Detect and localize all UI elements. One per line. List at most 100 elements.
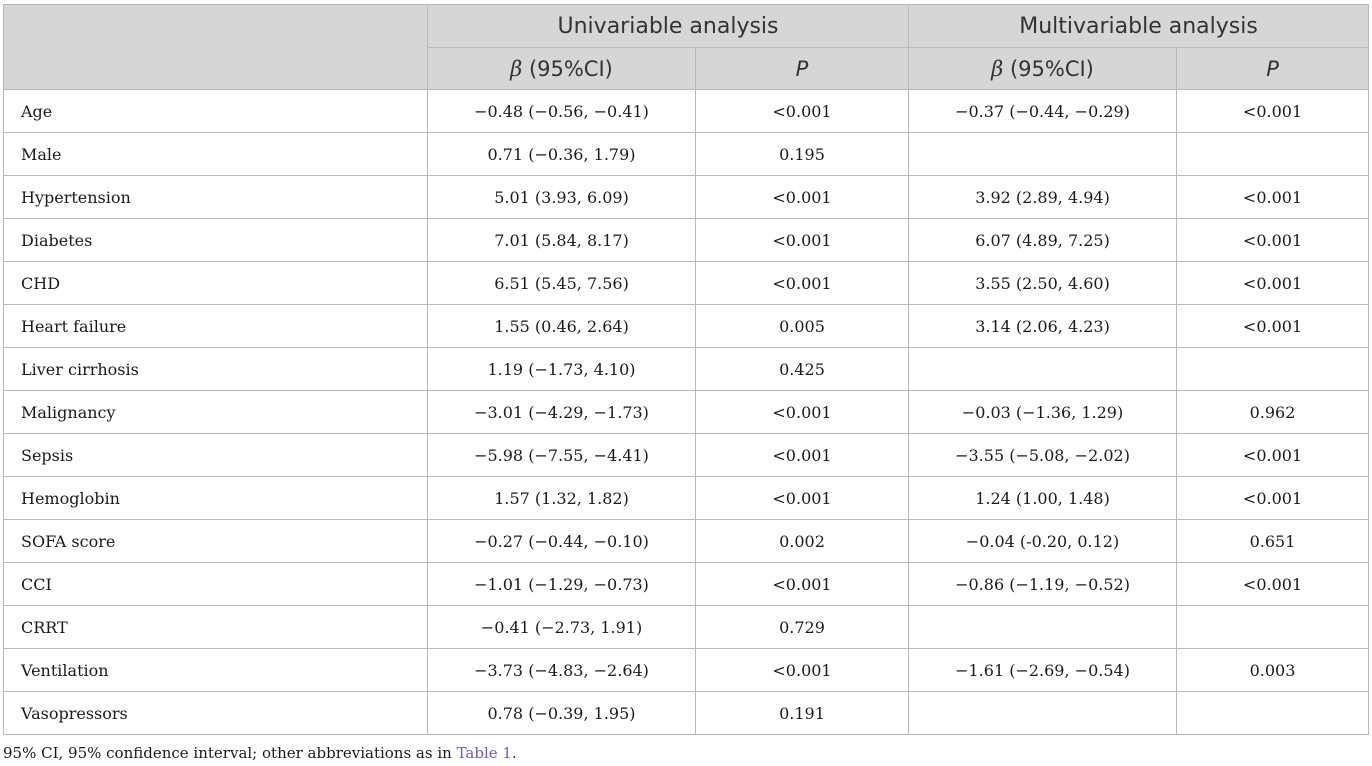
table-row: Hypertension 5.01 (3.93, 6.09) <0.001 3.92 …	[3, 175, 1370, 219]
cell-multivariable-beta	[908, 132, 1178, 176]
cell-multivariable-beta: 3.14 (2.06, 4.23)	[908, 304, 1178, 348]
cell-multivariable-beta: 3.92 (2.89, 4.94)	[908, 175, 1178, 219]
cell-univariable-beta: −5.98 (−7.55, −4.41)	[427, 433, 696, 477]
header-row-columns: β (95%CI) P β (95%CI) P	[4, 47, 1370, 90]
cell-multivariable-beta: −0.04 (-0.20, 0.12)	[908, 519, 1178, 563]
header-univariable-beta: β (95%CI)	[427, 47, 696, 90]
cell-univariable-p: <0.001	[694, 562, 910, 606]
p-label: P	[795, 56, 809, 81]
cell-variable: CRRT	[3, 605, 428, 649]
cell-variable: Ventilation	[3, 648, 428, 692]
cell-multivariable-p: 0.962	[1176, 390, 1370, 434]
table-footnote: 95% CI, 95% confidence interval; other a…	[3, 744, 517, 762]
cell-univariable-beta: −3.73 (−4.83, −2.64)	[427, 648, 696, 692]
cell-variable: SOFA score	[3, 519, 428, 563]
cell-multivariable-beta	[908, 347, 1178, 391]
cell-univariable-beta: 7.01 (5.84, 8.17)	[427, 218, 696, 262]
cell-multivariable-p	[1176, 347, 1370, 391]
ci-label: (95%CI)	[1003, 56, 1094, 81]
table-row: Ventilation −3.73 (−4.83, −2.64) <0.001 −1.…	[3, 648, 1370, 692]
header-variable-blank	[3, 4, 428, 90]
table-row: CRRT −0.41 (−2.73, 1.91) 0.729	[3, 605, 1370, 649]
cell-multivariable-beta: 3.55 (2.50, 4.60)	[908, 261, 1178, 305]
cell-univariable-beta: −0.48 (−0.56, −0.41)	[427, 89, 696, 133]
table-1-link[interactable]: Table 1	[456, 744, 512, 762]
beta-symbol: β	[510, 56, 523, 81]
cell-multivariable-p: <0.001	[1176, 175, 1370, 219]
cell-variable: CCI	[3, 562, 428, 606]
cell-univariable-p: <0.001	[694, 261, 910, 305]
cell-univariable-p: <0.001	[694, 89, 910, 133]
cell-variable: Malignancy	[3, 390, 428, 434]
cell-multivariable-beta: −0.86 (−1.19, −0.52)	[908, 562, 1178, 606]
cell-multivariable-beta: −0.37 (−0.44, −0.29)	[908, 89, 1178, 133]
cell-multivariable-p: 0.651	[1176, 519, 1370, 563]
cell-univariable-p: 0.002	[694, 519, 910, 563]
footnote-text: 95% CI, 95% confidence interval; other a…	[3, 744, 457, 762]
cell-multivariable-beta: −1.61 (−2.69, −0.54)	[908, 648, 1178, 692]
regression-results-table: Univariable analysis Multivariable analy…	[3, 4, 1370, 735]
cell-multivariable-p: <0.001	[1176, 304, 1370, 348]
p-label: P	[1266, 56, 1279, 81]
header-multivariable-beta: β (95%CI)	[908, 47, 1178, 90]
cell-univariable-p: <0.001	[694, 433, 910, 477]
ci-label: (95%CI)	[522, 56, 613, 81]
table-row: Liver cirrhosis 1.19 (−1.73, 4.10) 0.425	[3, 347, 1370, 391]
cell-univariable-beta: 1.55 (0.46, 2.64)	[427, 304, 696, 348]
table-row: CCI −1.01 (−1.29, −0.73) <0.001 −0.86 (−1.1…	[3, 562, 1370, 606]
table-row: CHD 6.51 (5.45, 7.56) <0.001 3.55 (2.50, 4.…	[3, 261, 1370, 305]
cell-variable: CHD	[3, 261, 428, 305]
cell-multivariable-p: 0.003	[1176, 648, 1370, 692]
table-row: Age −0.48 (−0.56, −0.41) <0.001 −0.37 (−0.4…	[3, 89, 1370, 133]
cell-univariable-beta: 6.51 (5.45, 7.56)	[427, 261, 696, 305]
cell-variable: Liver cirrhosis	[3, 347, 428, 391]
cell-multivariable-p	[1176, 691, 1370, 735]
cell-univariable-p: 0.005	[694, 304, 910, 348]
header-multivariable-p: P	[1176, 47, 1370, 90]
table-row: Male 0.71 (−0.36, 1.79) 0.195	[3, 132, 1370, 176]
cell-multivariable-beta: −3.55 (−5.08, −2.02)	[908, 433, 1178, 477]
cell-multivariable-p: <0.001	[1176, 218, 1370, 262]
table-row: Malignancy −3.01 (−4.29, −1.73) <0.001 −0.0…	[3, 390, 1370, 434]
cell-multivariable-p	[1176, 132, 1370, 176]
cell-multivariable-beta: −0.03 (−1.36, 1.29)	[908, 390, 1178, 434]
cell-univariable-p: 0.195	[694, 132, 910, 176]
header-univariable-p: P	[694, 47, 910, 90]
table-row: Hemoglobin 1.57 (1.32, 1.82) <0.001 1.24 (1…	[3, 476, 1370, 520]
cell-univariable-beta: −0.41 (−2.73, 1.91)	[427, 605, 696, 649]
cell-multivariable-p	[1176, 605, 1370, 649]
table-row: Diabetes 7.01 (5.84, 8.17) <0.001 6.07 (4.8…	[3, 218, 1370, 262]
cell-multivariable-beta	[908, 605, 1178, 649]
table-body: Age −0.48 (−0.56, −0.41) <0.001 −0.37 (−0.4…	[3, 89, 1370, 735]
table-row: Sepsis −5.98 (−7.55, −4.41) <0.001 −3.55 (−…	[3, 433, 1370, 477]
cell-univariable-p: 0.425	[694, 347, 910, 391]
cell-variable: Hemoglobin	[3, 476, 428, 520]
cell-variable: Heart failure	[3, 304, 428, 348]
cell-univariable-p: 0.729	[694, 605, 910, 649]
footnote-end: .	[511, 744, 517, 762]
cell-variable: Diabetes	[3, 218, 428, 262]
cell-multivariable-p: <0.001	[1176, 433, 1370, 477]
cell-univariable-beta: −3.01 (−4.29, −1.73)	[427, 390, 696, 434]
cell-univariable-beta: 5.01 (3.93, 6.09)	[427, 175, 696, 219]
cell-multivariable-beta: 6.07 (4.89, 7.25)	[908, 218, 1178, 262]
cell-variable: Age	[3, 89, 428, 133]
table-row: Heart failure 1.55 (0.46, 2.64) 0.005 3.14 …	[3, 304, 1370, 348]
cell-variable: Sepsis	[3, 433, 428, 477]
header-univariable: Univariable analysis	[426, 4, 910, 48]
cell-univariable-p: <0.001	[694, 648, 910, 692]
cell-multivariable-p: <0.001	[1176, 476, 1370, 520]
cell-multivariable-beta: 1.24 (1.00, 1.48)	[908, 476, 1178, 520]
results-table-container: Univariable analysis Multivariable analy…	[3, 4, 1370, 735]
table-row: SOFA score −0.27 (−0.44, −0.10) 0.002 −0.04…	[3, 519, 1370, 563]
cell-univariable-p: <0.001	[694, 218, 910, 262]
cell-variable: Vasopressors	[3, 691, 428, 735]
beta-symbol: β	[991, 56, 1004, 81]
cell-univariable-p: <0.001	[694, 175, 910, 219]
header-multivariable: Multivariable analysis	[908, 4, 1370, 48]
cell-variable: Hypertension	[3, 175, 428, 219]
cell-multivariable-p: <0.001	[1176, 261, 1370, 305]
cell-multivariable-p: <0.001	[1176, 562, 1370, 606]
cell-univariable-p: <0.001	[694, 476, 910, 520]
header-row-groups: Univariable analysis Multivariable analy…	[3, 4, 1370, 90]
